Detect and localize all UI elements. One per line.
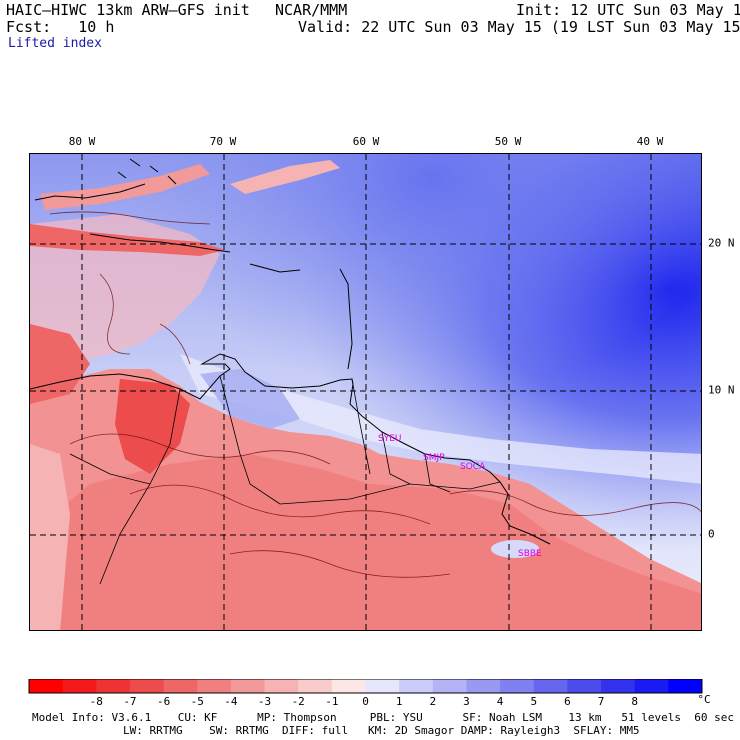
central-america-strip	[30, 324, 90, 404]
colorbar-tick-label: -2	[291, 695, 305, 708]
colorbar-tick-label: 6	[564, 695, 571, 708]
colorbar-tick-label: -5	[190, 695, 204, 708]
station-soca: SOCA	[460, 462, 486, 472]
lifted-index-map: SYEU SMJP SOCA SBBE	[29, 153, 702, 631]
colorbar-tick-label: 0	[362, 695, 369, 708]
colorbar-cell	[29, 679, 64, 693]
valid-time: Valid: 22 UTC Sun 03 May 15 (19 LST Sun …	[298, 18, 740, 36]
interior-deep-unstable	[30, 454, 701, 630]
colorbar-cell	[331, 679, 366, 693]
coastlines	[30, 158, 551, 545]
colorbar-tick-label: 2	[429, 695, 437, 708]
colorbar-cell	[466, 679, 501, 693]
colorbar-cell	[634, 679, 669, 693]
venezuela-stable-tongue	[200, 369, 300, 429]
colorbar-cell	[533, 679, 568, 693]
colorbar-cell	[230, 679, 266, 693]
lon-label-60w: 60 W	[352, 135, 380, 148]
colorbar-tick-label: -1	[325, 695, 339, 708]
colorbar-cell	[96, 679, 131, 693]
colombia-strong-cell	[115, 379, 190, 474]
colorbar-cell	[163, 679, 198, 693]
model-info-line-2: LW: RRTMG SW: RRTMG DIFF: full KM: 2D Sm…	[123, 724, 640, 737]
political-borders	[69, 375, 501, 585]
colorbar-tick-label: -8	[89, 695, 103, 708]
colorbar-tick-label: 3	[463, 695, 470, 708]
lon-label-40w: 40 W	[636, 135, 664, 148]
colorbar-cell	[432, 679, 467, 693]
colorbar-unit: °C	[697, 693, 711, 706]
colorbar	[28, 679, 703, 694]
lon-label-80w: 80 W	[68, 135, 96, 148]
colorbar-cell	[264, 679, 299, 693]
amazon-mouth-stable-cell	[491, 540, 539, 558]
pacific-coast-moderate	[30, 444, 70, 630]
colorbar-cell	[668, 679, 703, 693]
colorbar-tick-label: 4	[496, 695, 504, 708]
north-caribbean-patch	[230, 160, 340, 194]
model-info-line-1: Model Info: V3.6.1 CU: KF MP: Thompson P…	[32, 711, 734, 724]
model-title: HAIC–HIWC 13km ARW–GFS init	[6, 1, 250, 19]
colorbar-tick-label: -4	[224, 695, 238, 708]
lon-label-50w: 50 W	[494, 135, 522, 148]
forecast-hour: Fcst: 10 h	[6, 18, 115, 36]
colorbar-tick-label: 7	[597, 695, 605, 708]
map-canvas: SYEU SMJP SOCA SBBE	[30, 154, 701, 630]
station-syeu: SYEU	[378, 434, 401, 444]
org-label: NCAR/MMM	[275, 1, 348, 19]
colorbar-cell	[129, 679, 165, 693]
graticule	[30, 154, 701, 630]
colorbar-tick-label: 8	[631, 695, 638, 708]
colorbar-tick-label: -6	[156, 695, 171, 708]
colorbar-tick-label: 5	[530, 695, 538, 708]
field-name: Lifted index	[8, 36, 102, 51]
lat-label-20n: 20 N	[708, 236, 735, 250]
colorbar-cell	[500, 679, 535, 693]
li-contours	[49, 211, 701, 578]
colorbar-tick-label: -3	[257, 695, 272, 708]
lat-label-10n: 10 N	[708, 383, 735, 397]
colorbar-cell	[567, 679, 602, 693]
colorbar-tick-label: -7	[123, 695, 137, 708]
station-sbbe: SBBE	[518, 549, 542, 559]
lat-label-0: 0	[708, 527, 715, 541]
coastal-pale-band	[180, 354, 701, 484]
station-smjp: SMJP	[423, 453, 445, 463]
init-time: Init: 12 UTC Sun 03 May 15	[516, 1, 740, 19]
lon-label-70w: 70 W	[209, 135, 237, 148]
colorbar-cell	[62, 679, 97, 693]
colorbar-outline	[28, 679, 703, 694]
colorbar-cell	[399, 679, 434, 693]
colorbar-cell	[365, 679, 400, 693]
colorbar-cell	[197, 679, 232, 693]
colorbar-cell	[298, 679, 333, 693]
colorbar-tick-label: 1	[395, 695, 403, 708]
colorbar-cell	[601, 679, 636, 693]
